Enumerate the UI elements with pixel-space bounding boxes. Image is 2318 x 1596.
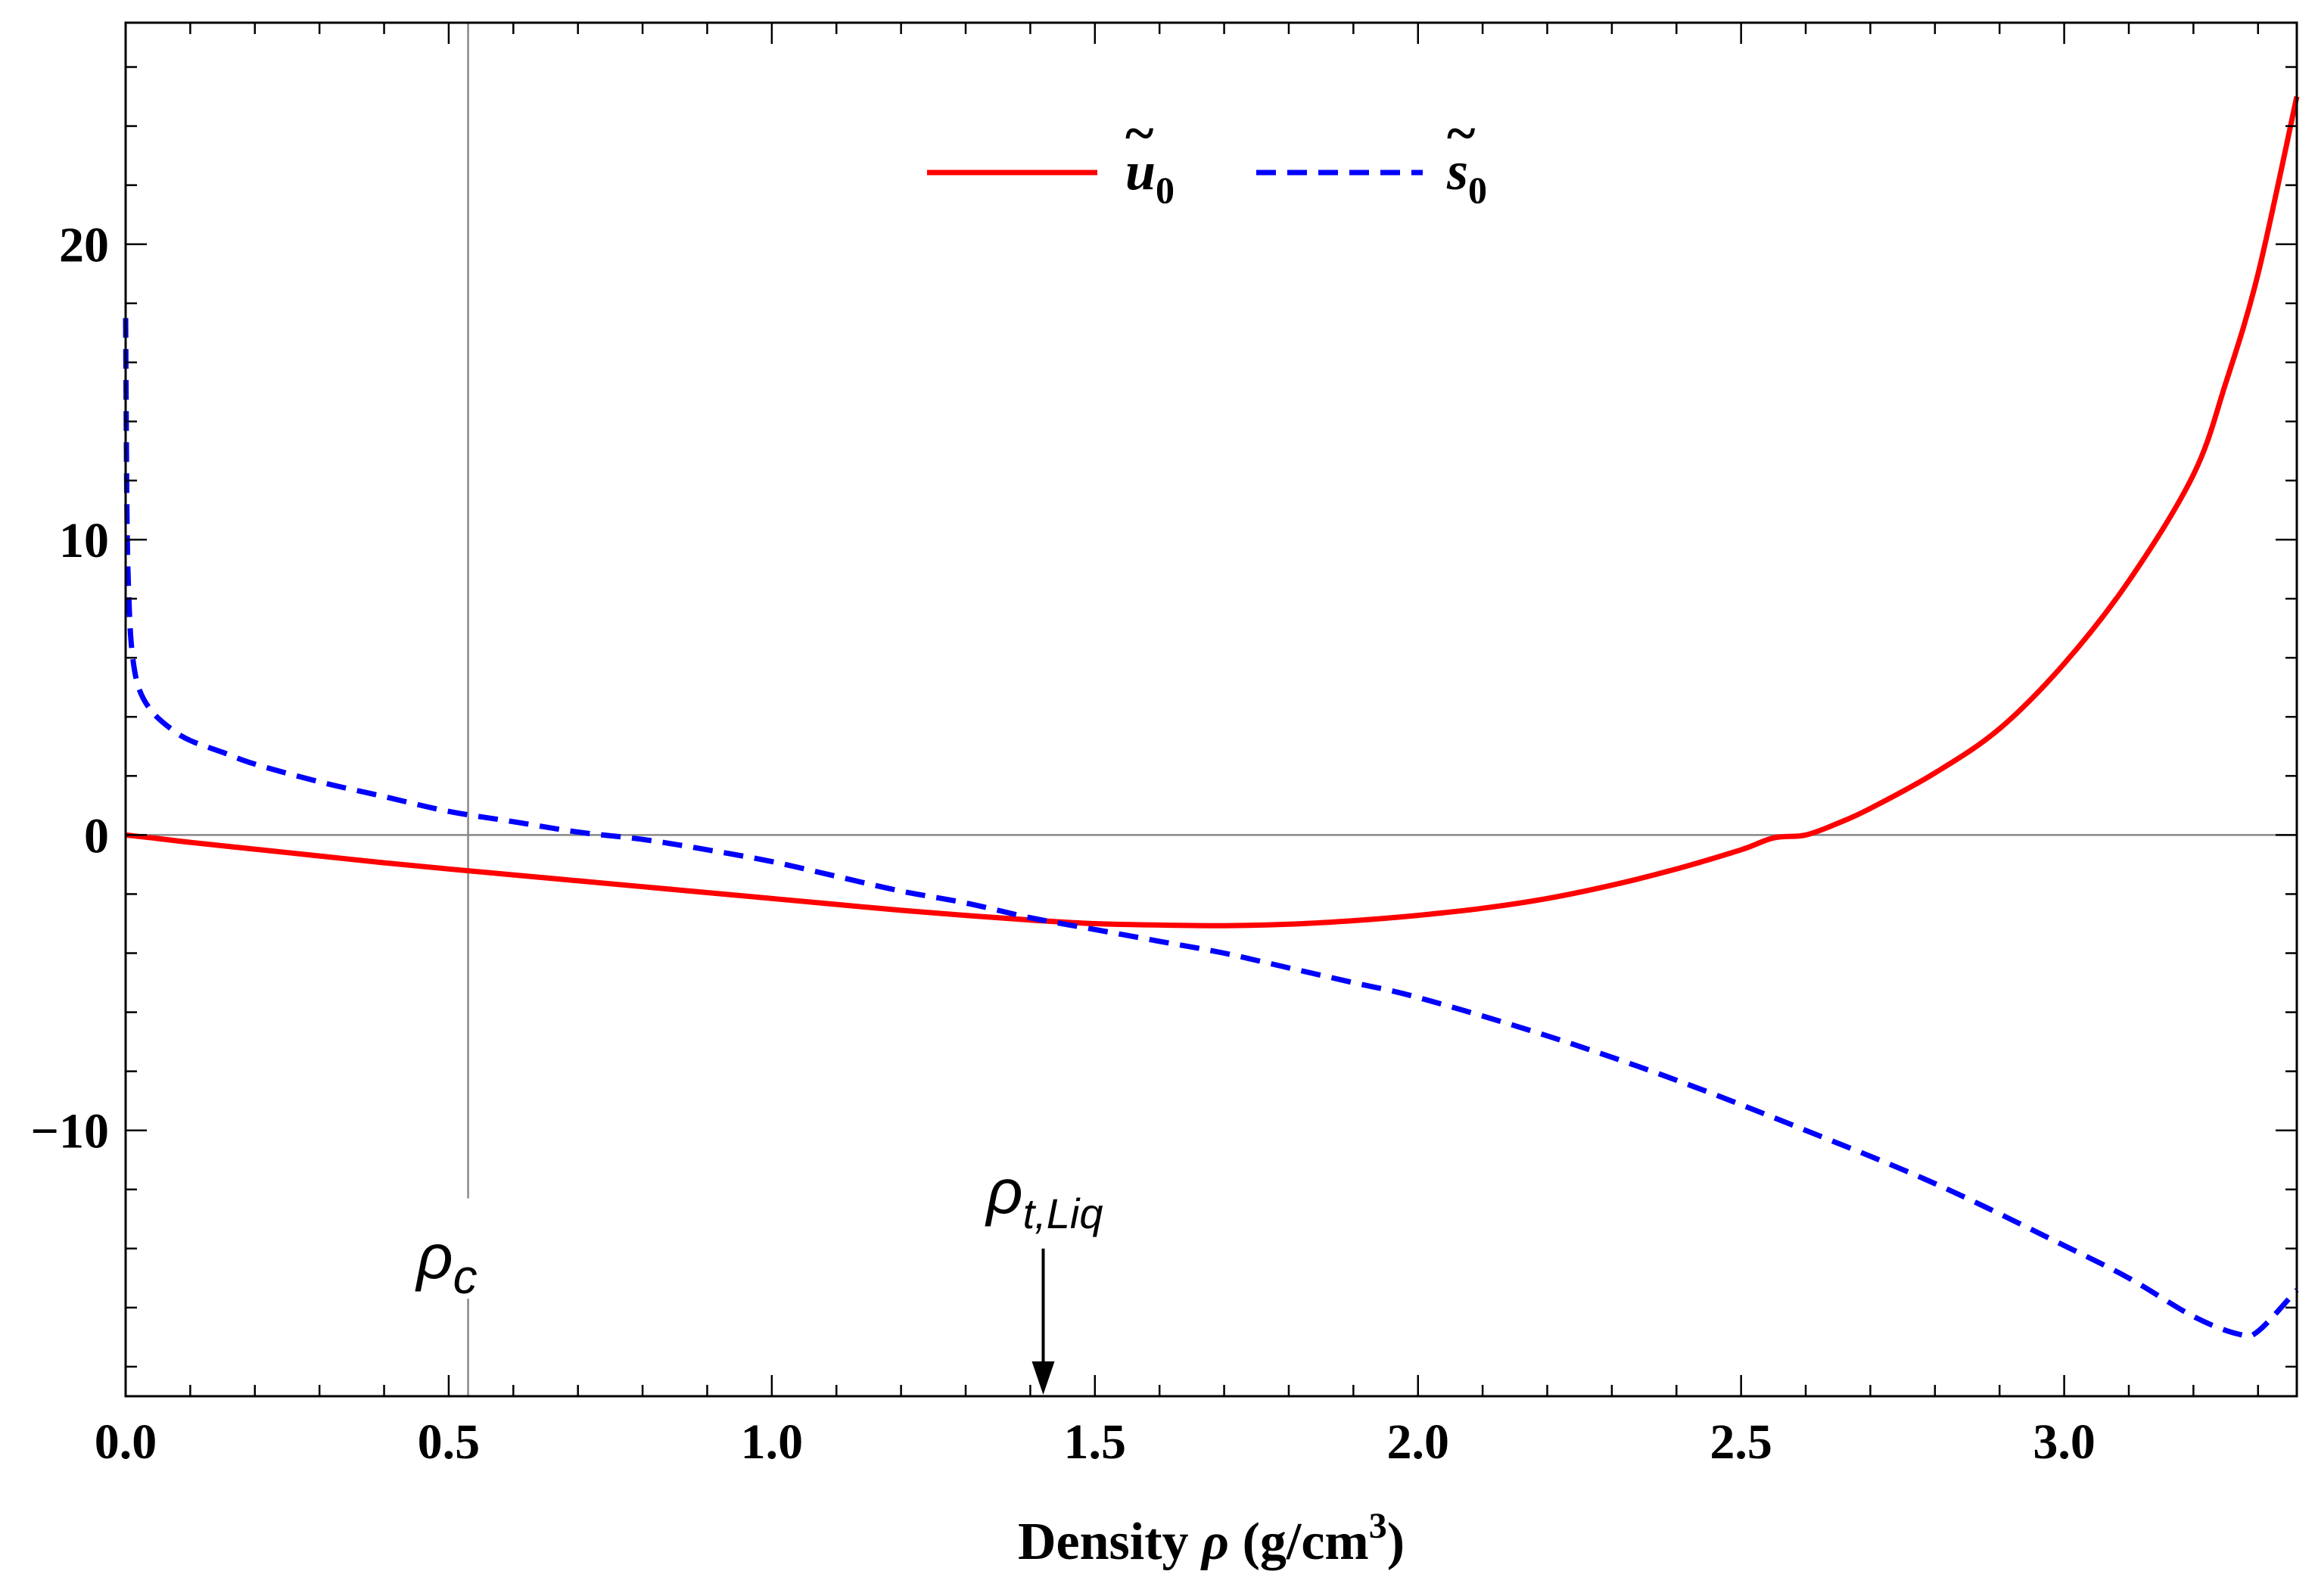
series-s0-line — [123, 318, 2299, 1339]
legend-u0-tilde-mark: ~ — [1123, 103, 1154, 163]
rho-t-liq-label: ρt,Liq — [985, 1156, 1103, 1237]
legend-s0-label: s0 — [1446, 141, 1487, 211]
x-tick-label: 0.5 — [418, 1414, 481, 1470]
y-tick-label: 20 — [59, 218, 109, 273]
axis-ticks — [124, 23, 2297, 1396]
legend-s0: s0~ — [1256, 103, 1487, 211]
x-tick-label: 2.0 — [1386, 1414, 1449, 1470]
legend-u0: u0~ — [927, 103, 1175, 211]
reference-lines — [126, 23, 2297, 1396]
x-tick-label: 1.0 — [741, 1414, 804, 1470]
y-tick-label: 0 — [84, 808, 109, 863]
x-tick-label: 0.0 — [95, 1414, 157, 1470]
x-tick-label: 3.0 — [2033, 1414, 2096, 1470]
annotations: ρc ρt,Liq — [414, 1156, 1103, 1395]
rho-c-label: ρc — [414, 1221, 477, 1304]
x-axis-title: Density ρ (g/cm3) — [1018, 1506, 1405, 1571]
plot-frame — [124, 21, 2298, 1398]
y-tick-label: 10 — [59, 513, 109, 568]
series-lines — [123, 95, 2300, 1339]
legend: u0~s0~ — [927, 103, 1487, 211]
x-tick-label: 2.5 — [1710, 1414, 1772, 1470]
legend-s0-tilde-mark: ~ — [1445, 103, 1476, 163]
x-tick-label: 1.5 — [1064, 1414, 1127, 1470]
rho-t-liq-arrow-head — [1031, 1361, 1055, 1395]
tick-labels: 0.0 0.5 1.0 1.5 2.0 2.5 3.0 −10 0 10 20 — [30, 218, 2095, 1470]
series-u0-line — [125, 95, 2300, 929]
legend-u0-label: u0 — [1125, 141, 1175, 211]
y-tick-label: −10 — [30, 1104, 109, 1159]
